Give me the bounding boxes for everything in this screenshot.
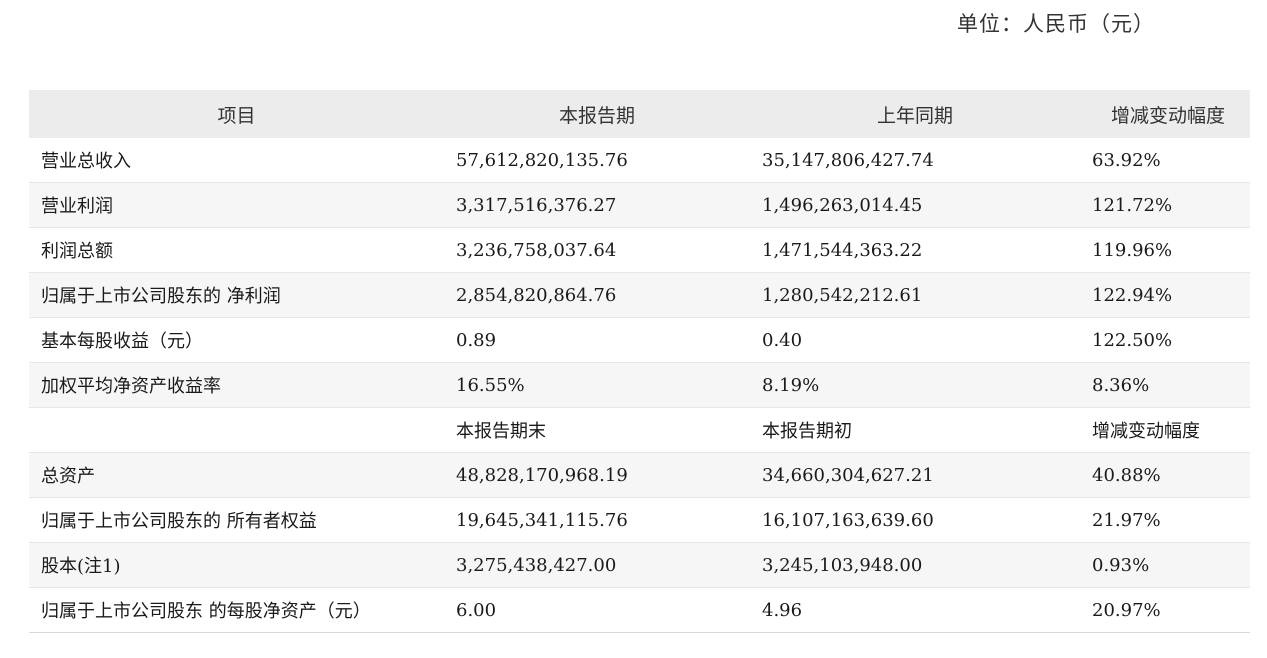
- cell-change-value: 122.50%: [1080, 317, 1250, 363]
- cell-prior-value: 1,280,542,212.61: [750, 272, 1080, 318]
- row-label: 归属于上市公司股东 的每股净资产（元）: [29, 587, 444, 633]
- cell-current-value: 3,317,516,376.27: [444, 182, 750, 228]
- table-row: 总资产 48,828,170,968.19 34,660,304,627.21 40.…: [29, 452, 1250, 498]
- header-prior-period: 上年同期: [750, 90, 1080, 138]
- row-label: 加权平均净资产收益率: [29, 362, 444, 408]
- table-header: 项目 本报告期 上年同期 增减变动幅度: [29, 90, 1250, 138]
- row-label: [29, 407, 444, 453]
- row-label: 营业利润: [29, 182, 444, 228]
- cell-prior-value: 16,107,163,639.60: [750, 497, 1080, 543]
- cell-current-value: 6.00: [444, 587, 750, 633]
- cell-prior-value: 1,496,263,014.45: [750, 182, 1080, 228]
- cell-current-value: 19,645,341,115.76: [444, 497, 750, 543]
- header-item: 项目: [29, 90, 444, 138]
- cell-prior-value: 0.40: [750, 317, 1080, 363]
- table-row: 利润总额 3,236,758,037.64 1,471,544,363.22 119.…: [29, 227, 1250, 273]
- cell-change-value: 122.94%: [1080, 272, 1250, 318]
- cell-prior-value: 4.96: [750, 587, 1080, 633]
- cell-change-value: 63.92%: [1080, 138, 1250, 183]
- row-label: 基本每股收益（元）: [29, 317, 444, 363]
- table-row: 归属于上市公司股东的 净利润 2,854,820,864.76 1,280,542,…: [29, 272, 1250, 318]
- row-label: 总资产: [29, 452, 444, 498]
- header-row: 项目 本报告期 上年同期 增减变动幅度: [29, 90, 1250, 138]
- table-row: 股本(注1) 3,275,438,427.00 3,245,103,948.00 0.…: [29, 542, 1250, 588]
- financial-summary-table: 项目 本报告期 上年同期 增减变动幅度 营业总收入 57,612,820,135.…: [29, 90, 1250, 633]
- row-label: 利润总额: [29, 227, 444, 273]
- cell-change-value: 20.97%: [1080, 587, 1250, 633]
- cell-current-value: 0.89: [444, 317, 750, 363]
- cell-change-value: 121.72%: [1080, 182, 1250, 228]
- cell-current-value: 本报告期末: [444, 407, 750, 453]
- cell-prior-value: 3,245,103,948.00: [750, 542, 1080, 588]
- row-label: 股本(注1): [29, 542, 444, 588]
- cell-current-value: 2,854,820,864.76: [444, 272, 750, 318]
- cell-current-value: 16.55%: [444, 362, 750, 408]
- cell-current-value: 57,612,820,135.76: [444, 138, 750, 183]
- cell-prior-value: 1,471,544,363.22: [750, 227, 1080, 273]
- cell-current-value: 3,236,758,037.64: [444, 227, 750, 273]
- cell-prior-value: 34,660,304,627.21: [750, 452, 1080, 498]
- row-label: 归属于上市公司股东的 净利润: [29, 272, 444, 318]
- cell-change-value: 40.88%: [1080, 452, 1250, 498]
- cell-change-value: 0.93%: [1080, 542, 1250, 588]
- table-row: 营业总收入 57,612,820,135.76 35,147,806,427.74 6…: [29, 138, 1250, 183]
- cell-change-value: 8.36%: [1080, 362, 1250, 408]
- table-row: 营业利润 3,317,516,376.27 1,496,263,014.45 121.…: [29, 182, 1250, 228]
- table-body: 营业总收入 57,612,820,135.76 35,147,806,427.74 6…: [29, 138, 1250, 633]
- header-change: 增减变动幅度: [1080, 90, 1250, 138]
- table-row: 本报告期末 本报告期初 增减变动幅度: [29, 407, 1250, 453]
- table-row: 归属于上市公司股东的 所有者权益 19,645,341,115.76 16,107,…: [29, 497, 1250, 543]
- cell-change-value: 119.96%: [1080, 227, 1250, 273]
- cell-change-value: 21.97%: [1080, 497, 1250, 543]
- unit-note: 单位：人民币（元）: [957, 12, 1155, 36]
- cell-prior-value: 35,147,806,427.74: [750, 138, 1080, 183]
- cell-prior-value: 8.19%: [750, 362, 1080, 408]
- cell-prior-value: 本报告期初: [750, 407, 1080, 453]
- table-row: 加权平均净资产收益率 16.55% 8.19% 8.36%: [29, 362, 1250, 408]
- table-row: 归属于上市公司股东 的每股净资产（元） 6.00 4.96 20.97%: [29, 587, 1250, 633]
- row-label: 归属于上市公司股东的 所有者权益: [29, 497, 444, 543]
- cell-change-value: 增减变动幅度: [1080, 407, 1250, 453]
- cell-current-value: 3,275,438,427.00: [444, 542, 750, 588]
- cell-current-value: 48,828,170,968.19: [444, 452, 750, 498]
- row-label: 营业总收入: [29, 138, 444, 183]
- header-current-period: 本报告期: [444, 90, 750, 138]
- table-row: 基本每股收益（元） 0.89 0.40 122.50%: [29, 317, 1250, 363]
